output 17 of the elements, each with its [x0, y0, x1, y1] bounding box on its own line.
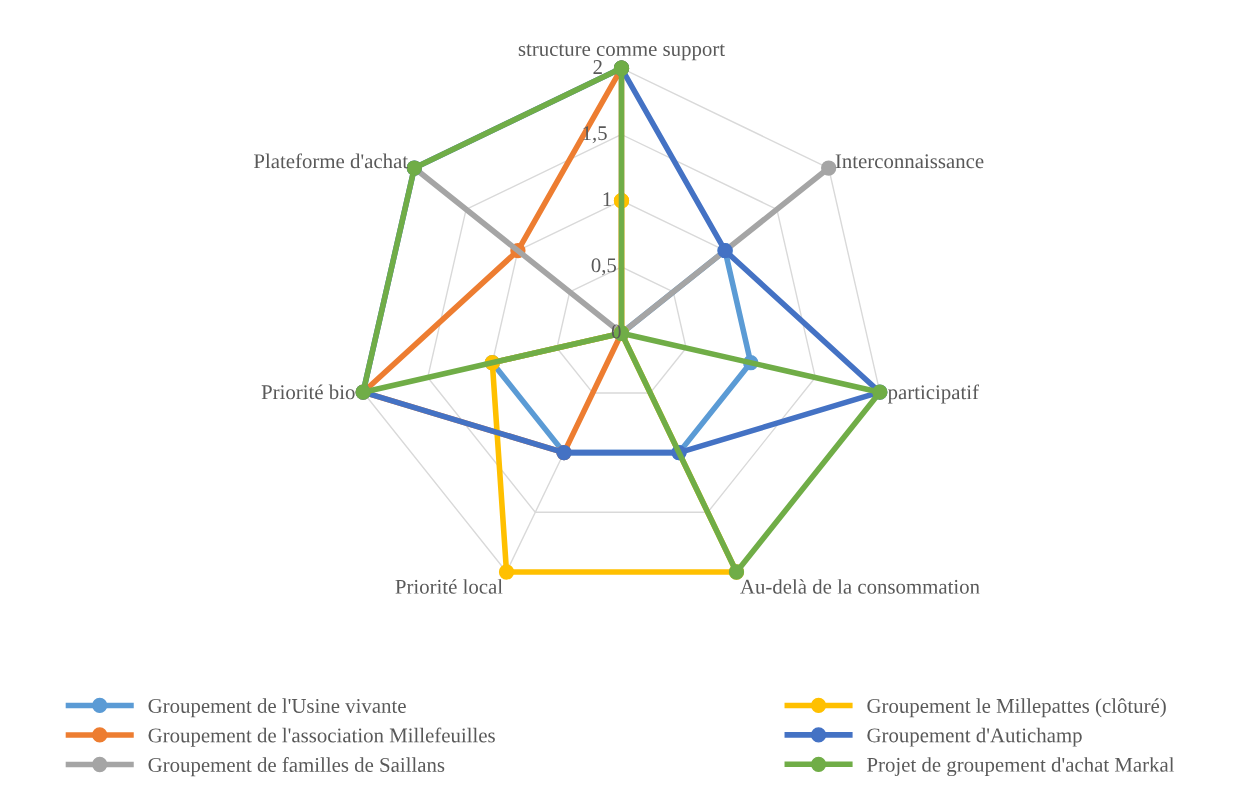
y-tick-label: 2 — [593, 60, 602, 74]
y-tick-label: 0 — [611, 324, 621, 339]
y-tick-label: 0,5 — [591, 258, 617, 276]
legend-label: Groupement de familles de Saillans — [148, 757, 445, 777]
spoke-label: structure comme support — [518, 44, 725, 61]
y-tick-label: 1 — [603, 192, 611, 207]
spoke-label: Priorité local — [395, 579, 503, 594]
legend-label: Groupement le Millepattes (clôturé) — [867, 698, 1166, 718]
spoke-label: Au-delà de la consommation — [740, 579, 980, 594]
spoke-label: Plateforme d'achat — [253, 153, 408, 169]
spoke-label: participatif — [887, 384, 979, 404]
legend-label: Groupement de l'Usine vivante — [148, 698, 406, 718]
spoke-label: Interconnaissance — [835, 154, 984, 169]
spoke-label: Priorité bio — [261, 384, 355, 400]
legend-label: Groupement d'Autichamp — [867, 727, 1082, 747]
legend-label: Groupement de l'association Millefeuilles — [148, 727, 495, 747]
legend-label: Projet de groupement d'achat Markal — [867, 757, 1175, 777]
